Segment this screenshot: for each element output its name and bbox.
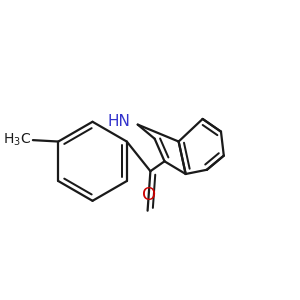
Text: HN: HN: [108, 114, 130, 129]
Text: H$_3$C: H$_3$C: [3, 132, 32, 148]
Text: O: O: [142, 186, 156, 204]
